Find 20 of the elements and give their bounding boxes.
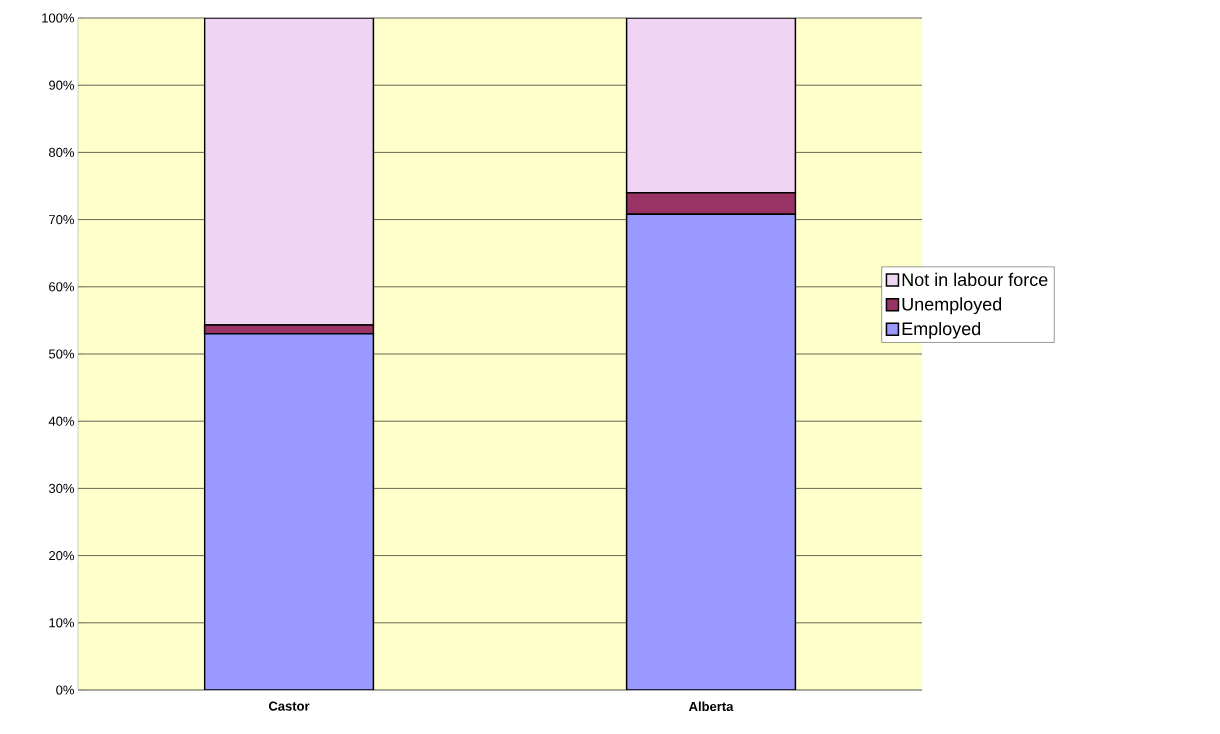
y-tick-label: 20% <box>49 550 75 561</box>
x-tick-label: Alberta <box>688 701 734 712</box>
legend-label: Employed <box>902 321 981 339</box>
y-tick-label: 10% <box>49 618 75 628</box>
y-tick-label: 80% <box>49 147 75 157</box>
y-tick-label: 50% <box>48 349 75 359</box>
legend-label: Unemployed <box>902 297 1002 315</box>
bar <box>625 17 797 194</box>
y-tick-label: 30% <box>48 483 75 493</box>
y-tick-label: 90% <box>49 80 75 90</box>
bar <box>203 333 375 690</box>
legend-label: Not in labour force <box>902 272 1048 287</box>
y-tick-label: 60% <box>49 282 75 292</box>
y-tick-label: 0% <box>56 685 75 695</box>
y-tick-label: 100% <box>42 13 75 23</box>
bar <box>625 213 797 690</box>
x-tick-label: Castor <box>268 701 310 711</box>
y-tick-label: 40% <box>48 416 75 426</box>
bar <box>203 17 375 326</box>
y-tick-label: 70% <box>49 214 75 225</box>
